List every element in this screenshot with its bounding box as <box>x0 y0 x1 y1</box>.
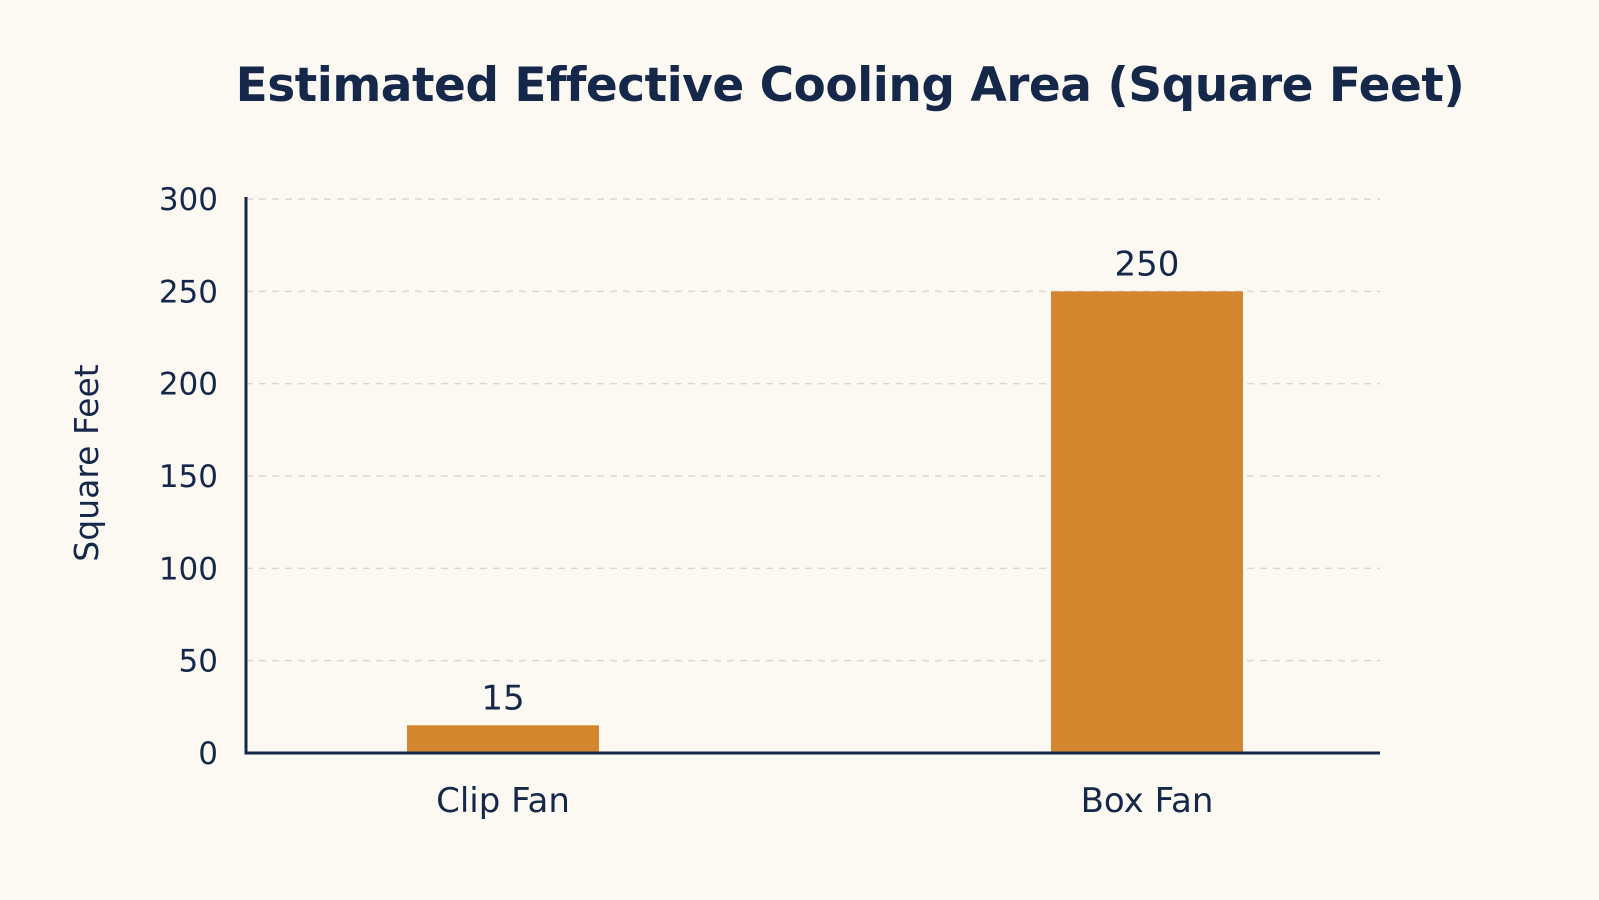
chart-title: Estimated Effective Cooling Area (Square… <box>235 58 1465 113</box>
bars <box>407 291 1243 753</box>
y-tick-label-250: 250 <box>159 274 218 310</box>
y-tick-label-150: 150 <box>159 459 218 495</box>
y-axis-title: Square Feet <box>67 364 106 561</box>
y-tick-label-100: 100 <box>159 551 218 587</box>
y-tick-label-300: 300 <box>159 182 218 218</box>
data-label-box-fan: 250 <box>1115 244 1180 284</box>
y-tick-label-50: 50 <box>179 644 218 680</box>
y-tick-label-200: 200 <box>159 367 218 403</box>
grid-lines <box>246 198 1380 662</box>
data-label-clip-fan: 15 <box>481 678 524 718</box>
x-tick-label-clip-fan: Clip Fan <box>436 781 570 821</box>
x-tick-label-box-fan: Box Fan <box>1081 781 1214 821</box>
y-tick-label-0: 0 <box>198 736 218 772</box>
axes <box>244 197 1380 755</box>
bar-box-fan <box>1051 291 1243 753</box>
bar-clip-fan <box>407 725 599 753</box>
labels: 0 50 100 150 200 250 300 15 Clip Fan 250 Box Fan <box>159 182 1214 821</box>
